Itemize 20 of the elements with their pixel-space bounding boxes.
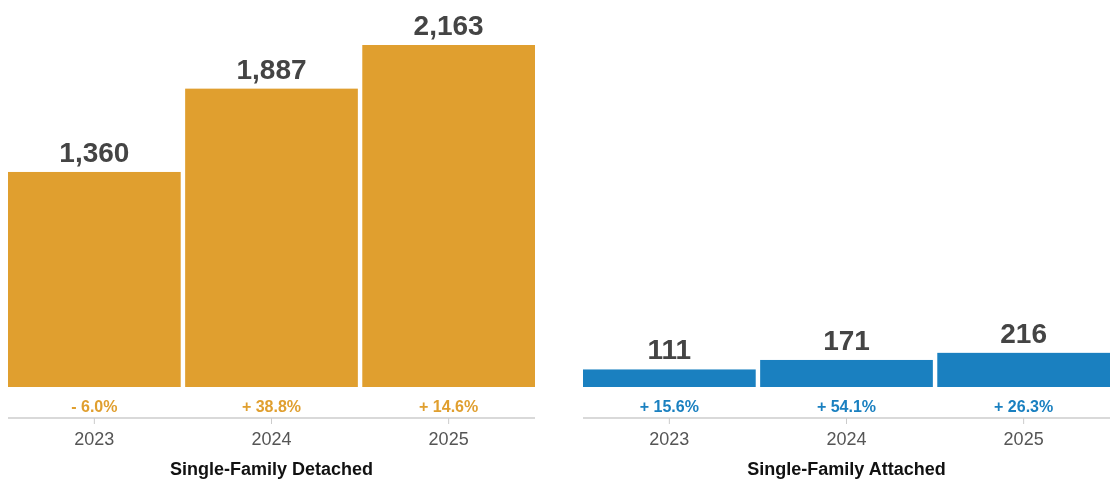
x-tick-label: 2024 (826, 429, 867, 449)
x-tick-label: 2023 (74, 429, 115, 449)
annotation: + 54.1% (816, 398, 877, 415)
x-tick-label: 2025 (428, 429, 469, 449)
annotation: + 38.8% (241, 398, 302, 415)
data-label: 2,163 (413, 10, 484, 41)
annotation: + 15.6% (639, 398, 699, 415)
x-axis-title: Single-Family Detached (169, 459, 374, 479)
x-tick-label: 2024 (251, 429, 292, 449)
x-tick-label: 2025 (1003, 429, 1044, 449)
data-label: 171 (823, 324, 870, 356)
annotation: - 6.0% (71, 398, 118, 415)
annotation: + 14.6% (419, 398, 479, 415)
annotation: + 26.3% (994, 398, 1054, 415)
x-tick-label: 2023 (649, 429, 690, 449)
data-label: 1,360 (59, 136, 130, 168)
data-label: 216 (1000, 317, 1047, 349)
data-label: 111 (647, 334, 692, 366)
data-label: 1,887 (236, 53, 307, 85)
x-axis-title: Single-Family Attached (747, 459, 946, 479)
